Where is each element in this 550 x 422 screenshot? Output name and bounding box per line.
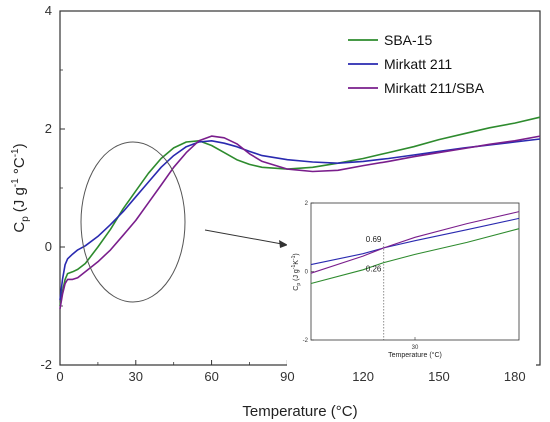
y-tick-label: 2	[45, 121, 52, 136]
series-line-mirkatt-211	[59, 138, 541, 301]
y-axis-title-units: (J g	[11, 187, 28, 212]
inset-y-title-sub: p	[296, 283, 302, 286]
main-ticks: 0 30 60 90 120 150 180 -2 0 2 4	[40, 3, 525, 384]
inset-y-tick-label: -2	[303, 338, 309, 344]
y-tick-label: -2	[40, 357, 52, 372]
x-tick-label: 90	[280, 369, 294, 384]
x-tick-label: 30	[129, 369, 143, 384]
inset-y-tick-label: 0	[305, 270, 309, 276]
legend-label: Mirkatt 211/SBA	[384, 80, 485, 96]
y-axis-title-close: )	[11, 143, 28, 148]
y-axis-title: Cp(J g-1 °C-1)	[10, 143, 31, 232]
x-tick-label: 120	[352, 369, 374, 384]
inset-x-axis-title: Temperature (°C)	[388, 351, 442, 359]
inset-y-title-main: C	[293, 286, 300, 291]
x-tick-label: 60	[204, 369, 218, 384]
x-tick-label: 180	[504, 369, 526, 384]
inset-series-line-mirkatt-211	[310, 217, 520, 266]
inset-series-line-sba-15	[310, 228, 520, 285]
x-axis-title: Temperature (°C)	[242, 403, 357, 420]
inset-y-title-units: (J g	[293, 269, 300, 281]
series-line-mirkatt-211-sba	[59, 135, 541, 310]
inset-y-title-exp2: -1	[291, 255, 297, 260]
series-line-sba-15	[59, 116, 541, 307]
inset-series-line-mirkatt-211-sba	[310, 211, 520, 274]
inset-annotation-lower: 0.26	[366, 265, 382, 274]
inset-y-title-mid: K	[293, 260, 300, 265]
legend: SBA-15 Mirkatt 211 Mirkatt 211/SBA	[348, 32, 485, 96]
y-axis-title-exp2: -1	[10, 148, 21, 157]
inset-x-tick-label: 30	[412, 345, 419, 351]
y-tick-label: 4	[45, 3, 52, 18]
legend-label: Mirkatt 211	[384, 56, 452, 72]
svg-text:Cp(J g-1K-1): Cp(J g-1K-1)	[291, 253, 302, 290]
y-tick-label: 0	[45, 239, 52, 254]
inset-y-title-exp1: -1	[291, 265, 297, 270]
y-axis-title-mid: °C	[11, 157, 28, 178]
x-tick-label: 150	[428, 369, 450, 384]
inset-series-group	[310, 211, 520, 285]
y-axis-title-main: C	[11, 222, 28, 233]
svg-text:Cp(J g-1 °C-1): Cp(J g-1 °C-1)	[10, 143, 31, 232]
inset-y-tick-label: 2	[305, 201, 309, 207]
y-axis-title-exp1: -1	[10, 178, 21, 187]
highlight-ellipse	[80, 141, 186, 303]
inset-y-axis-title: Cp(J g-1K-1)	[291, 253, 302, 290]
main-series-group	[59, 116, 541, 310]
zoom-arrow-head	[279, 240, 288, 248]
inset-ticks: 30 -2 0 2	[303, 201, 419, 351]
legend-label: SBA-15	[384, 32, 432, 48]
zoom-arrow-line	[204, 229, 283, 245]
inset-y-title-close: )	[293, 253, 300, 255]
x-tick-label: 0	[56, 369, 63, 384]
inset-annotation-upper: 0.69	[366, 235, 382, 244]
y-axis-title-sub: p	[20, 216, 31, 222]
